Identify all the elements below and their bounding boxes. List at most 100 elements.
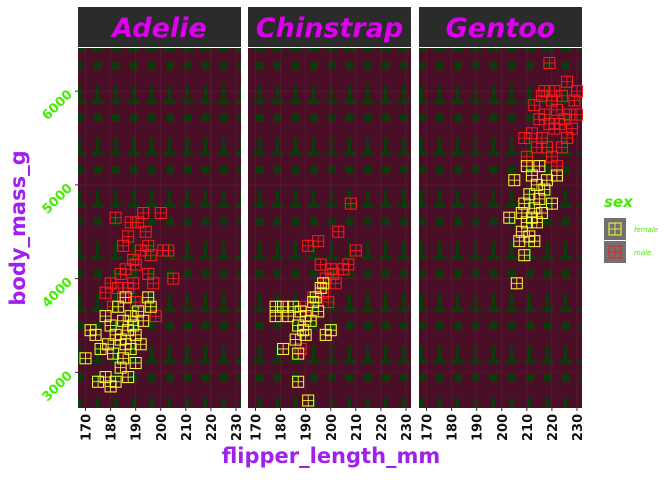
y-tick-label: 4000 [40,275,76,311]
y-axis-title: body_mass_g [6,150,30,305]
facet-panel-chinstrap: Chinstrap [248,7,411,408]
data-point-male [127,253,140,266]
facet-strip-adelie [78,7,241,47]
panel-pattern [78,48,241,408]
data-point-female [287,300,300,313]
data-point-male [548,85,561,98]
data-point-male [322,296,335,309]
data-point-female [292,347,305,360]
data-point-male [342,258,355,271]
facet-strip-gentoo [419,7,582,47]
x-tick-label: 230 [571,414,586,441]
data-point-male [122,230,135,243]
x-tick-label: 210 [521,414,536,441]
data-point-male [528,99,541,112]
data-point-male [332,225,345,238]
x-axis-title: flipper_length_mm [222,444,441,468]
data-point-male [162,244,175,257]
data-point-female [523,188,536,201]
y-tick-label: 3000 [40,369,76,405]
data-point-female [117,352,130,365]
data-point-male [329,277,342,290]
data-point-female [324,324,337,337]
data-point-male [543,57,556,69]
x-tick-label: 190 [471,414,486,441]
data-point-female [92,375,105,388]
data-point-male [565,122,578,135]
data-point-male [535,89,548,102]
data-point-female [503,211,516,224]
data-point-male [525,127,538,140]
data-point-female [312,305,325,318]
data-point-male [344,197,357,210]
data-point-female [513,235,526,248]
data-point-male [312,235,325,248]
data-point-female [79,352,92,365]
data-point-female [124,342,137,355]
data-point-male [104,277,117,290]
x-tick-label: 210 [350,414,365,441]
x-tick-label: 170 [421,414,436,441]
x-tick-label: 190 [130,414,145,441]
x-tick-label: 220 [375,414,390,441]
data-point-female [299,328,312,341]
data-point-female [510,277,523,290]
legend-label-male: male [634,249,651,257]
x-tick-label: 180 [446,414,461,441]
data-point-male [154,207,167,219]
data-point-female [144,300,157,313]
data-point-male [144,249,157,262]
data-point-female [518,249,531,262]
data-point-male [139,225,152,238]
data-point-female [550,169,563,182]
data-point-female [289,333,302,346]
data-point-female [533,160,546,173]
data-point-female [134,338,147,351]
data-point-female [107,347,120,360]
data-point-female [277,342,290,355]
data-point-female [129,357,142,369]
data-point-male [550,103,563,116]
x-tick-label: 200 [155,414,170,441]
data-point-male [518,132,531,144]
legend: sex female male [604,193,658,263]
data-point-male [555,89,568,102]
panel-pattern [419,48,582,408]
facet-label-adelie: Adelie [110,13,207,44]
panel-pattern [248,48,411,408]
x-tick-label: 180 [105,414,120,441]
legend-label-female: female [634,226,658,234]
data-point-male [314,258,327,271]
data-point-male [147,277,160,290]
x-tick-label: 230 [230,414,245,441]
data-point-female [302,394,315,407]
data-point-female [297,324,310,337]
data-point-male [560,75,573,88]
facet-label-chinstrap: Chinstrap [256,13,403,44]
data-point-female [545,197,558,210]
data-point-male [134,244,147,257]
x-tick-label: 170 [250,414,265,441]
data-point-male [119,263,132,276]
x-tick-label: 220 [205,414,220,441]
x-tick-label: 180 [275,414,290,441]
data-point-female [109,375,122,388]
data-point-female [89,328,102,341]
legend-title: sex [604,193,634,211]
data-point-male [302,239,315,252]
x-tick-label: 200 [325,414,340,441]
data-point-female [119,291,132,304]
data-point-male [570,85,583,98]
data-point-male [167,272,180,285]
x-tick-label: 230 [400,414,415,441]
legend-key-male [608,245,622,259]
facet-label-gentoo: Gentoo [446,13,556,44]
x-tick-label: 220 [546,414,561,441]
data-point-female [314,282,327,294]
data-point-female [94,342,107,355]
x-tick-label: 200 [496,414,511,441]
data-point-female [530,178,543,191]
data-point-female [122,371,135,384]
y-tick-label: 6000 [40,87,76,123]
